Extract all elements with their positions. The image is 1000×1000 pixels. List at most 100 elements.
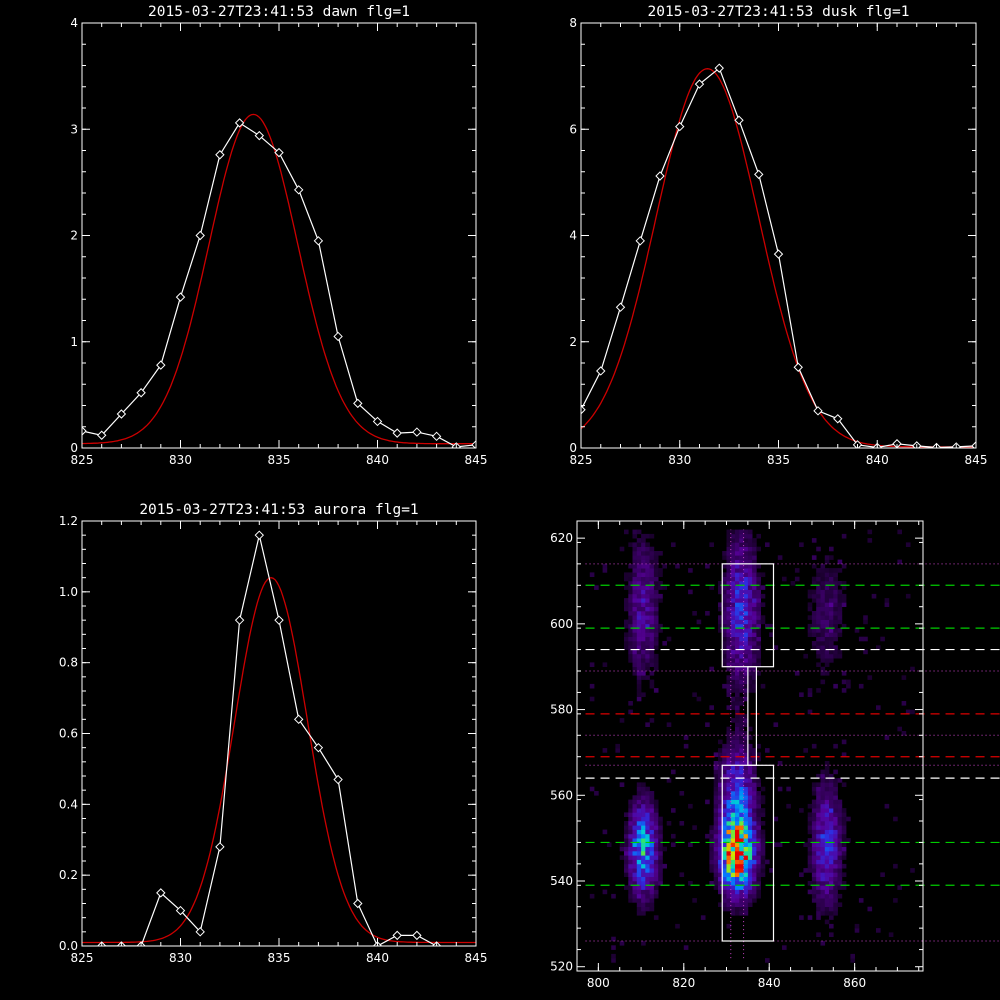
heatmap-cell <box>602 662 608 667</box>
heatmap-cell <box>632 546 638 552</box>
heatmap-cell <box>811 641 817 646</box>
heatmap-cell <box>632 563 638 569</box>
heatmap-cell <box>709 846 714 852</box>
heatmap-cell <box>658 842 663 847</box>
heatmap-cell <box>816 688 821 693</box>
heatmap-cell <box>722 623 727 629</box>
heatmap-cell <box>722 876 727 882</box>
heatmap-cell <box>589 696 595 702</box>
heatmap-cell <box>829 615 834 620</box>
heatmap-cell <box>662 641 667 646</box>
heatmap-cell <box>747 769 753 775</box>
heatmap-cell <box>739 611 744 616</box>
heatmap-cell <box>649 825 655 830</box>
heatmap-cell <box>743 529 749 535</box>
heatmap-cell <box>636 658 642 663</box>
heatmap-cell <box>816 636 821 642</box>
heatmap-cell <box>735 902 740 907</box>
heatmap-cell <box>611 958 616 963</box>
heatmap-cell <box>636 911 642 916</box>
heatmap-cell <box>816 808 821 813</box>
heatmap-cell <box>841 623 847 629</box>
heatmap-cell <box>649 893 655 899</box>
heatmap-cell <box>658 623 663 629</box>
heatmap-cell <box>636 696 642 702</box>
heatmap-cell <box>705 833 710 839</box>
heatmap-cell <box>747 851 753 856</box>
heatmap-cell <box>713 761 719 766</box>
heatmap-cell <box>722 743 727 749</box>
heatmap-cell <box>739 645 744 650</box>
heatmap-cell <box>649 653 655 659</box>
heatmap-cell <box>645 593 650 599</box>
heatmap-cell <box>730 636 736 642</box>
heatmap-cell <box>752 773 757 779</box>
heatmap-cell <box>820 786 826 792</box>
heatmap-cell <box>824 585 830 590</box>
heatmap-cell <box>833 593 838 599</box>
heatmap-cell <box>820 619 826 625</box>
heatmap-cell <box>726 791 732 796</box>
heatmap-cell <box>636 782 642 787</box>
heatmap-cell <box>739 889 744 895</box>
heatmap-cell <box>807 816 813 822</box>
heatmap-cell <box>722 803 727 809</box>
heatmap-cell <box>636 606 642 612</box>
heatmap-cell <box>688 881 693 886</box>
heatmap-cell <box>632 623 638 629</box>
heatmap-cell <box>718 585 723 590</box>
heatmap-cell <box>636 812 642 817</box>
heatmap-cell <box>743 632 749 637</box>
heatmap-cell <box>756 546 761 552</box>
heatmap-cell <box>653 838 659 843</box>
heatmap-cell <box>833 868 838 873</box>
heatmap-cell <box>589 572 595 577</box>
heatmap-cell <box>649 546 655 552</box>
heatmap-cell <box>743 838 749 843</box>
heatmap-cell <box>632 838 638 843</box>
heatmap-cell <box>722 572 727 577</box>
data-point <box>175 292 186 302</box>
heatmap-cell <box>632 653 638 659</box>
heatmap-cell <box>833 615 838 620</box>
heatmap-cell <box>641 846 646 852</box>
heatmap-cell <box>837 559 843 565</box>
heatmap-cell <box>820 598 826 603</box>
heatmap-cell <box>658 816 663 822</box>
heatmap-cell <box>816 863 821 869</box>
heatmap-cell <box>653 855 659 860</box>
heatmap-cell <box>816 851 821 856</box>
heatmap-cell <box>632 581 638 586</box>
heatmap-cell <box>726 786 732 792</box>
heatmap-cell <box>841 816 847 822</box>
heatmap-cell <box>752 679 757 685</box>
heatmap-cell <box>649 855 655 860</box>
heatmap-cell <box>811 799 817 805</box>
heatmap-cell <box>811 851 817 856</box>
heatmap-cell <box>641 653 646 659</box>
heatmap-cell <box>735 769 740 775</box>
heatmap-cell <box>833 825 838 830</box>
heatmap-cell <box>641 833 646 839</box>
heatmap-cell <box>867 538 873 543</box>
heatmap-cell <box>739 799 744 805</box>
heatmap-cell <box>636 795 642 800</box>
heatmap-cell <box>645 636 650 642</box>
heatmap-cell <box>726 568 732 573</box>
heatmap-cell <box>709 851 714 856</box>
data-point <box>136 388 146 398</box>
heatmap-cell <box>709 855 714 860</box>
heatmap-cell <box>649 829 655 835</box>
heatmap-cell <box>730 868 736 873</box>
heatmap-cell <box>829 808 834 813</box>
heatmap-cell <box>683 735 689 740</box>
heatmap-cell <box>636 846 642 852</box>
heatmap-cell <box>735 555 740 560</box>
heatmap-cell <box>820 666 826 672</box>
heatmap-cell <box>743 666 749 672</box>
heatmap-cell <box>807 632 813 637</box>
heatmap-cell <box>743 602 749 607</box>
heatmap-cell <box>816 799 821 805</box>
heatmap-cell <box>632 615 638 620</box>
heatmap-cell <box>735 739 740 745</box>
